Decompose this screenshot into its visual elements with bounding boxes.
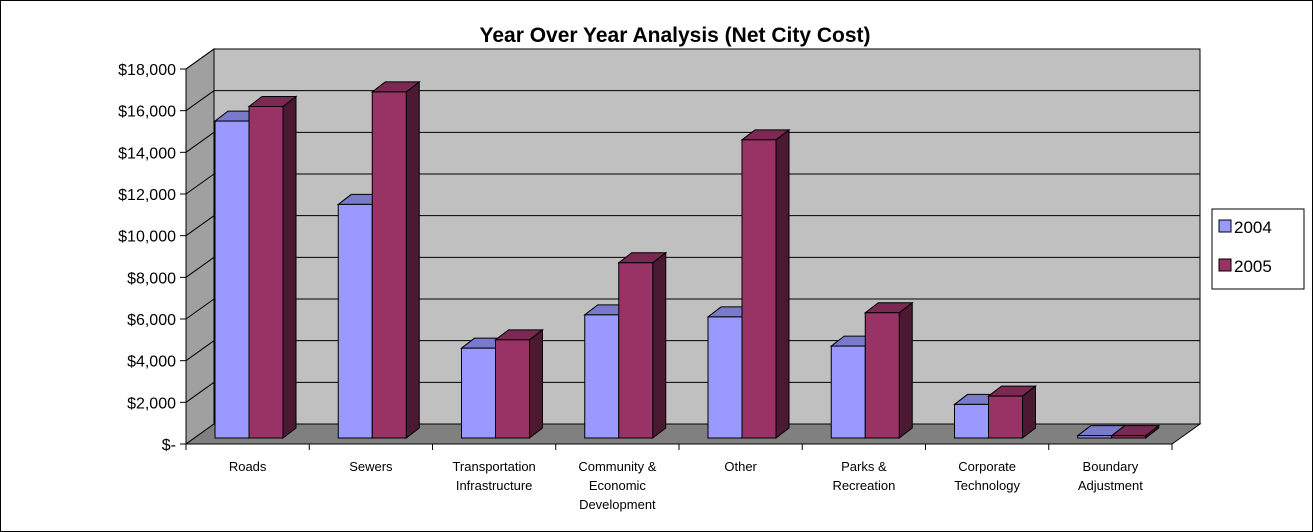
gridline-side [185, 298, 215, 320]
y-tick-label: $4,000 [127, 354, 176, 371]
bar-2005 [495, 339, 530, 439]
chart-title: Year Over Year Analysis (Net City Cost) [479, 24, 870, 47]
y-tick-label: $18,000 [118, 62, 176, 79]
gridline-side [185, 90, 215, 112]
y-tick-label: $12,000 [118, 187, 176, 204]
gridline-side [185, 381, 215, 403]
y-tick-label: $6,000 [127, 312, 176, 329]
x-tick-label: Community & Economic Development [578, 459, 656, 512]
bar-2004 [584, 314, 620, 439]
bar-2004 [214, 120, 250, 439]
bar-2005 [741, 139, 777, 439]
bar-2005 [371, 91, 407, 439]
bar-2004 [707, 316, 743, 439]
bar-side-2005 [282, 95, 297, 440]
y-tick-label: $8,000 [127, 270, 176, 287]
bar-2005 [864, 312, 900, 439]
legend-label-2004: 2004 [1234, 218, 1272, 237]
y-tick-label: $- [162, 437, 176, 454]
bar-side-2005 [405, 80, 420, 440]
bar-side-2005 [775, 128, 790, 440]
legend: 2004 2005 [1211, 208, 1305, 290]
gridline-side [185, 256, 215, 278]
legend-swatch-2005 [1218, 258, 1232, 272]
bar-side-2005 [898, 301, 913, 440]
bar-2005 [618, 262, 654, 439]
x-tick-label: Sewers [349, 459, 393, 474]
bar-side-2005 [652, 251, 667, 440]
x-tick-label: Boundary Adjustment [1078, 459, 1143, 493]
x-tick-label: Corporate Technology [954, 459, 1020, 493]
gridline-side [185, 340, 215, 362]
gridline-side [185, 48, 215, 70]
gridline-side [185, 215, 215, 237]
bar-2004 [954, 403, 989, 439]
bar-side-2005 [529, 328, 543, 440]
y-tick-label: $14,000 [118, 145, 176, 162]
bar-2004 [1077, 435, 1113, 439]
bar-2005 [248, 106, 284, 439]
bar-2004 [337, 203, 373, 439]
x-tick-label: Transportation Infrastructure [452, 459, 535, 493]
y-tick-label: $2,000 [127, 395, 176, 412]
y-tick-label: $16,000 [118, 104, 176, 121]
x-tick-label: Other [724, 459, 757, 474]
bar-2004 [461, 347, 496, 439]
x-tick-label: Roads [229, 459, 267, 474]
legend-label-2005: 2005 [1234, 257, 1272, 276]
legend-swatch-2004 [1218, 219, 1232, 233]
bar-2005 [1111, 435, 1147, 439]
gridline-side [185, 173, 215, 195]
gridline-side [185, 131, 215, 153]
y-tick-label: $10,000 [118, 229, 176, 246]
bar-2004 [830, 345, 866, 439]
x-tick-label: Parks & Recreation [832, 459, 895, 493]
bar-2005 [988, 395, 1023, 439]
